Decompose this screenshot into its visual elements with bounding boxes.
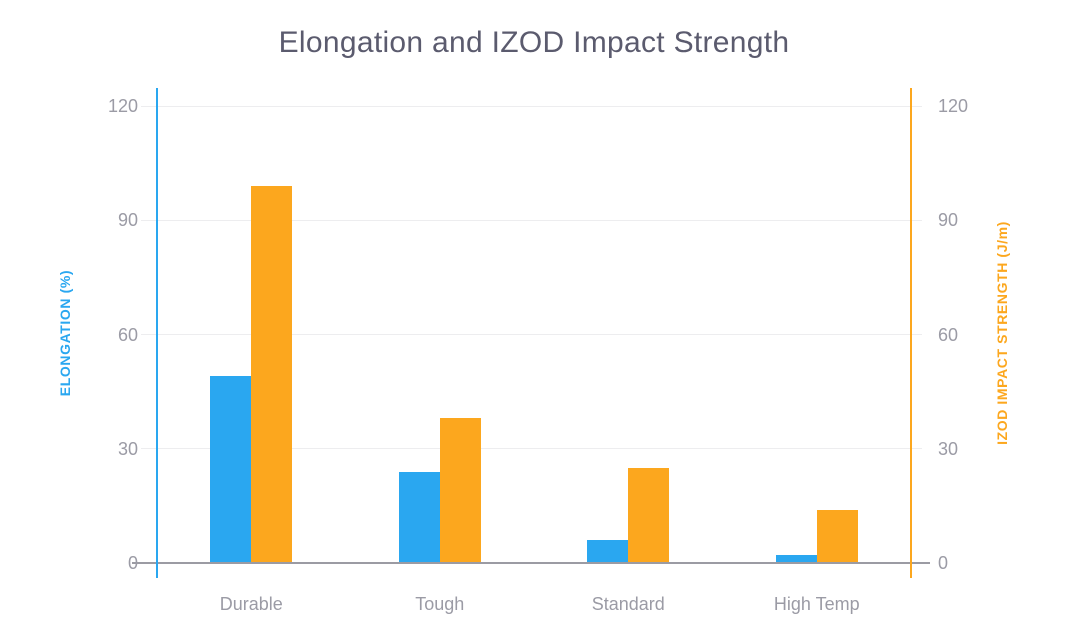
category-label-standard: Standard: [591, 594, 665, 614]
bar-elongation-high-temp: [775, 555, 817, 563]
x-axis-line: [132, 562, 930, 564]
left-tick-label-30: 30: [117, 438, 138, 459]
bar-elongation-tough: [398, 471, 440, 563]
right-tick-label-90: 90: [938, 210, 959, 231]
gridline-90: [141, 219, 922, 221]
bar-elongation-durable: [210, 376, 252, 563]
left-tick-label-60: 60: [117, 324, 138, 345]
right-axis-line: [910, 88, 912, 578]
category-label-high-temp: High Temp: [773, 594, 860, 614]
bar-izod-high-temp: [816, 509, 858, 563]
left-tick-label-120: 120: [107, 96, 138, 116]
gridline-30: [141, 448, 922, 450]
category-label-tough: Tough: [415, 594, 465, 614]
category-label-durable: Durable: [219, 594, 283, 614]
right-tick-label-120: 120: [938, 96, 969, 116]
left-axis-line: [156, 88, 158, 578]
left-tick-label-0: 0: [127, 553, 138, 573]
gridline-120: [141, 105, 922, 107]
right-tick-label-30: 30: [938, 438, 959, 459]
plot-area: [132, 88, 930, 578]
bar-izod-durable: [251, 185, 293, 563]
left-tick-label-90: 90: [117, 210, 138, 231]
right-tick-label-0: 0: [938, 553, 949, 573]
bar-elongation-standard: [587, 540, 629, 563]
bar-izod-tough: [439, 418, 481, 563]
chart-title: Elongation and IZOD Impact Strength: [278, 26, 790, 59]
right-tick-label-60: 60: [938, 324, 959, 345]
gridline-60: [141, 334, 922, 335]
bar-izod-standard: [628, 467, 670, 563]
